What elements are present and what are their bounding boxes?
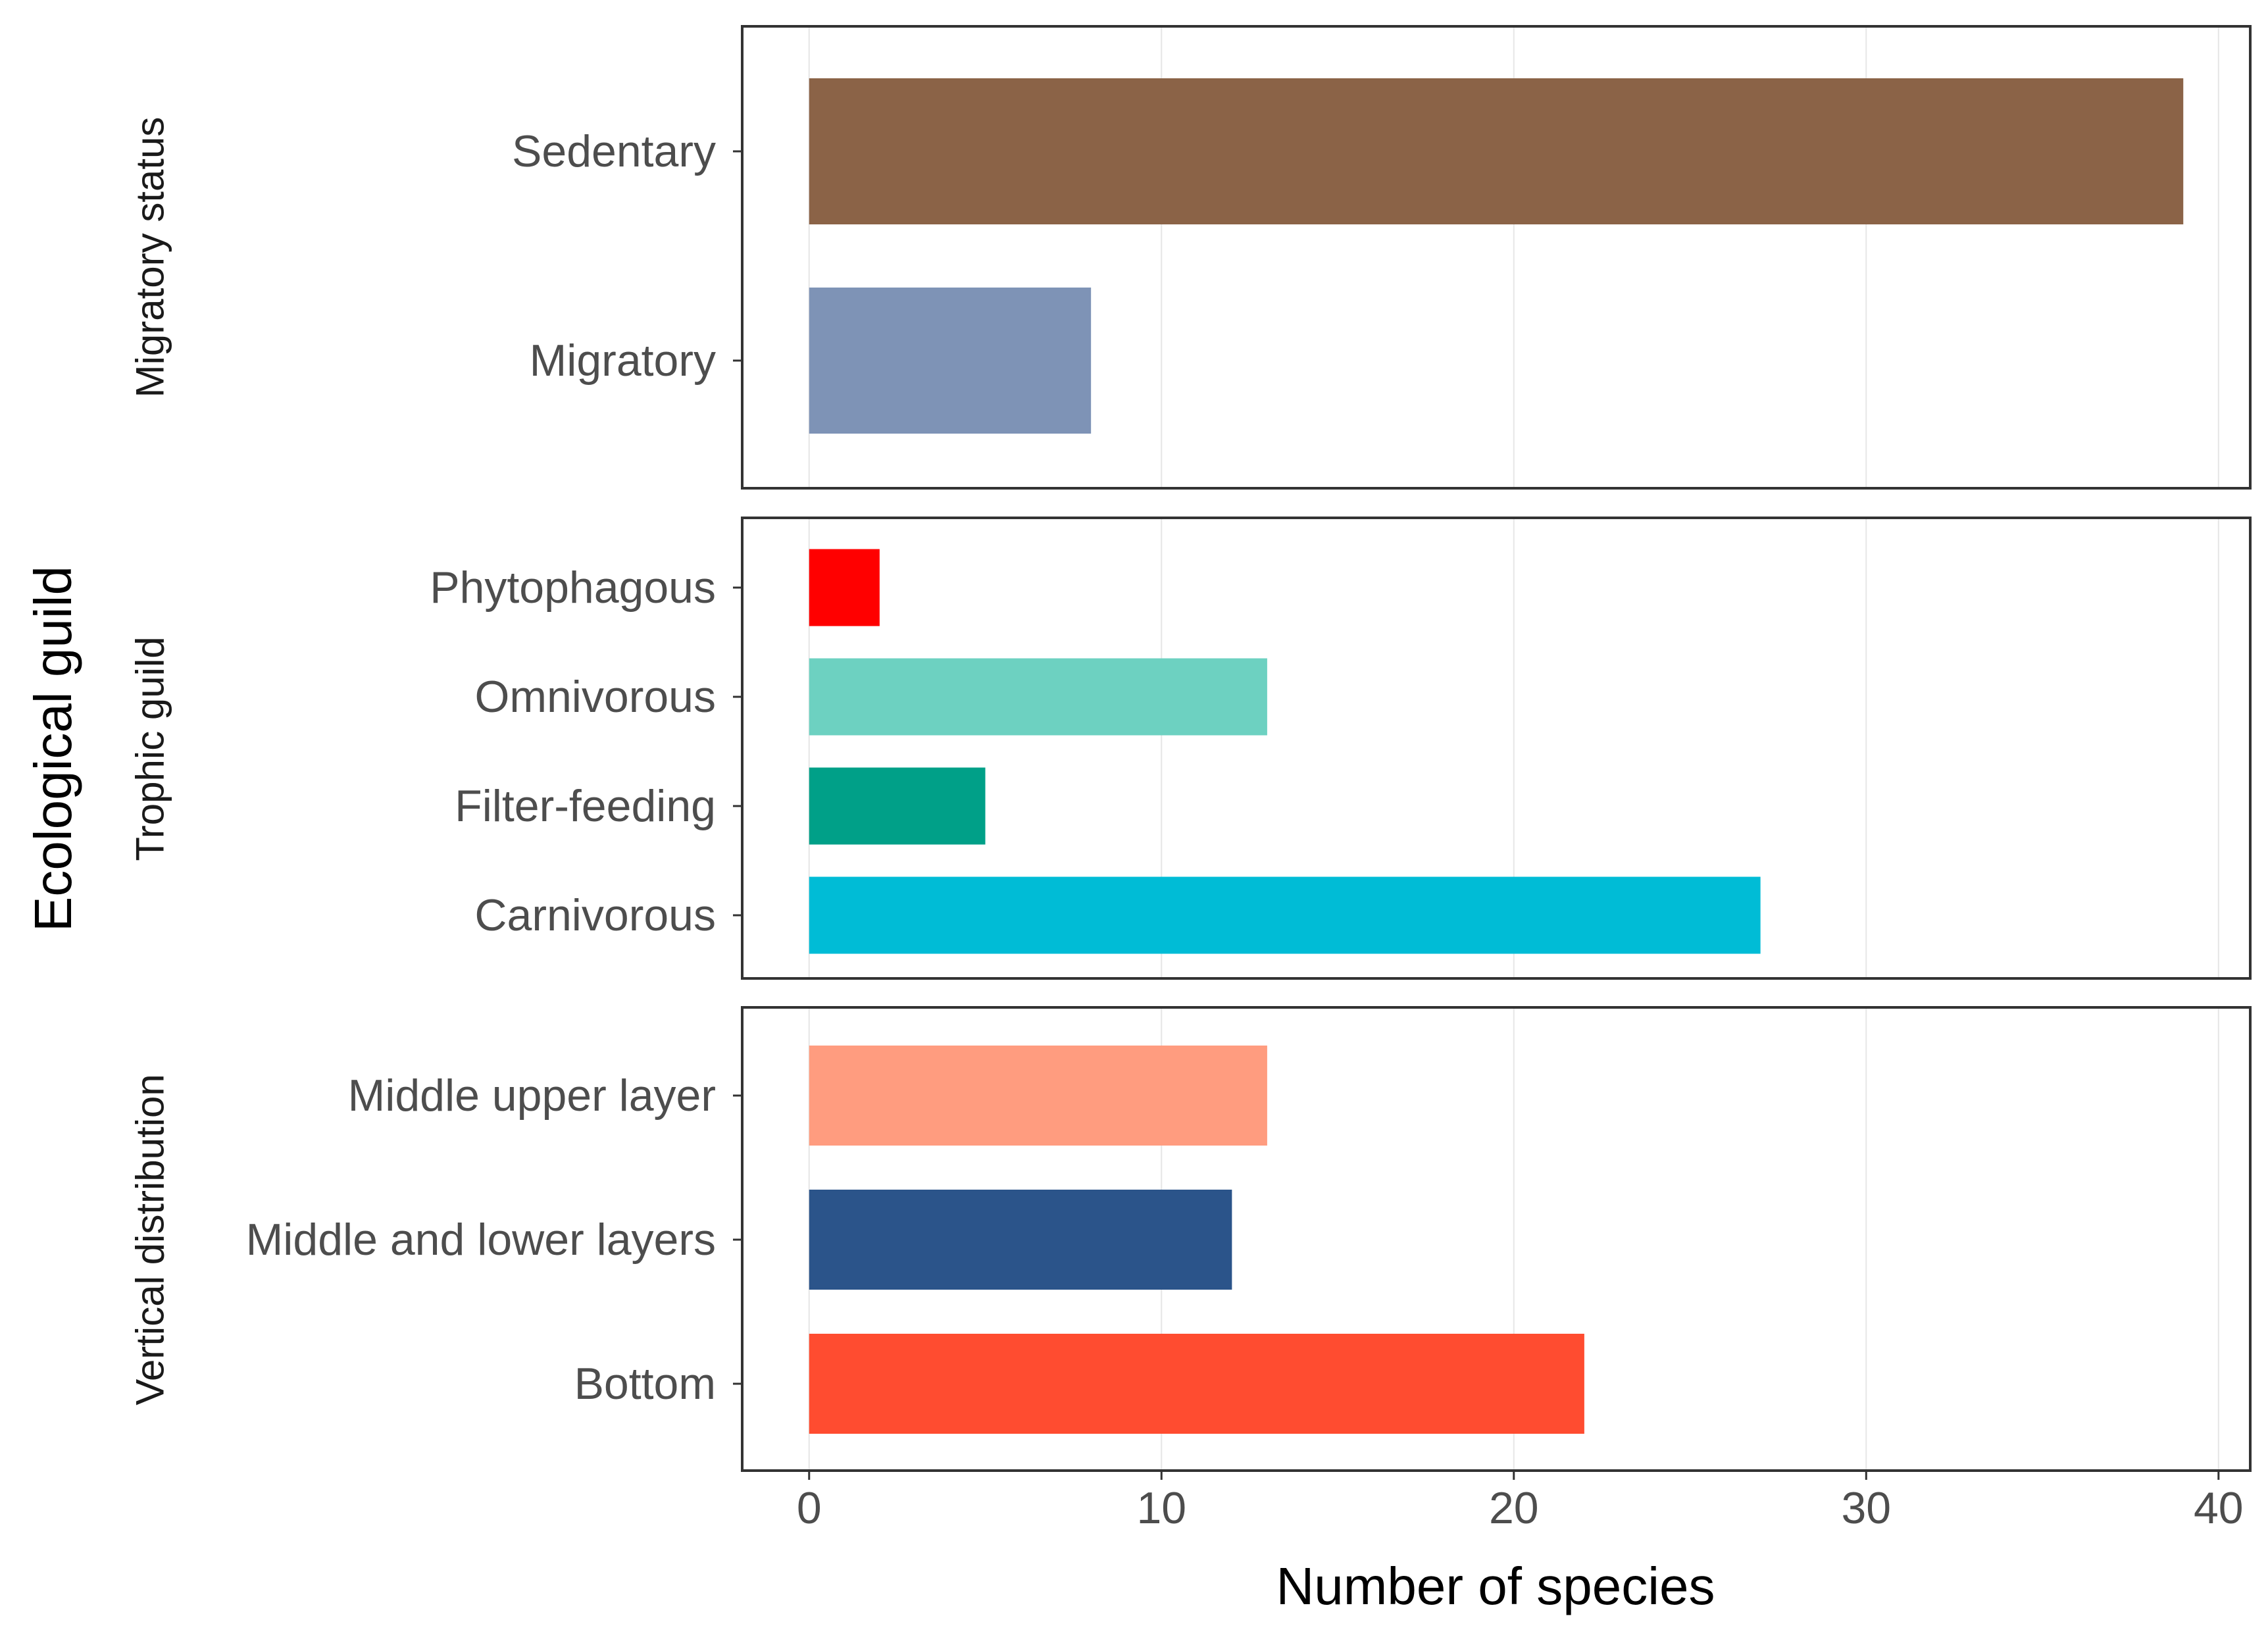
bar-migratory (809, 288, 1092, 434)
category-label-filter-feeding: Filter-feeding (455, 781, 716, 831)
category-label-omnivorous: Omnivorous (474, 672, 716, 722)
bar-middle-and-lower-layers (809, 1190, 1232, 1290)
x-tick-label-20: 20 (1489, 1483, 1539, 1533)
category-label-migratory: Migratory (530, 336, 716, 386)
panel-frame-3 (741, 1006, 2252, 1472)
bar-carnivorous (809, 876, 1761, 954)
bar-filter-feeding (809, 767, 986, 845)
label-layer: Sedentary Migratory Migratory status Phytop… (128, 117, 2244, 1533)
category-label-carnivorous: Carnivorous (474, 890, 716, 940)
category-label-bottom: Bottom (574, 1359, 716, 1409)
bar-omnivorous (809, 658, 1267, 736)
category-label-phytophagous: Phytophagous (430, 563, 716, 613)
x-axis-title: Number of species (1276, 1557, 1715, 1615)
panel-frame-2 (741, 517, 2252, 980)
bar-bottom (809, 1334, 1584, 1434)
x-tick-label-0: 0 (797, 1483, 822, 1533)
x-tick-label-40: 40 (2194, 1483, 2244, 1533)
category-label-middle-and-lower-layers: Middle and lower layers (246, 1215, 716, 1265)
panel-frame-1 (741, 25, 2252, 490)
y-axis-title: Ecological guild (24, 566, 82, 932)
category-label-sedentary: Sedentary (512, 126, 716, 176)
bar-layer (809, 78, 2184, 1434)
bar-middle-upper-layer (809, 1046, 1267, 1146)
panel-label-migratory-status: Migratory status (128, 117, 172, 398)
x-tick-label-10: 10 (1136, 1483, 1186, 1533)
bar-phytophagous (809, 549, 880, 626)
panel-label-trophic-guild: Trophic guild (128, 636, 172, 861)
panel-label-vertical-distribution: Vertical distribution (128, 1074, 172, 1405)
frame-layer (733, 25, 2252, 1480)
bar-sedentary (809, 78, 2184, 224)
x-tick-label-30: 30 (1841, 1483, 1891, 1533)
category-label-middle-upper-layer: Middle upper layer (348, 1071, 716, 1121)
